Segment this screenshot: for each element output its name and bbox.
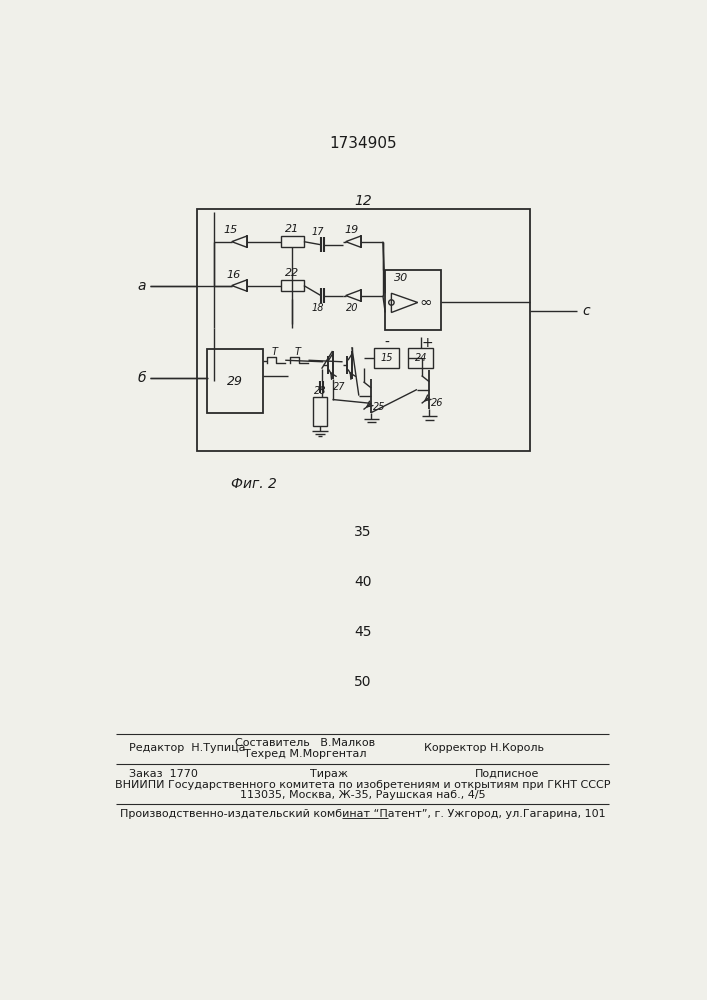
Text: 28: 28 — [314, 386, 327, 396]
Text: Корректор Н.Король: Корректор Н.Король — [423, 743, 544, 753]
Text: 26: 26 — [431, 398, 443, 408]
Text: Фиг. 2: Фиг. 2 — [230, 477, 276, 491]
Bar — [374, 348, 399, 368]
Text: 12: 12 — [355, 194, 373, 208]
Text: Составитель   В.Малков: Составитель В.Малков — [235, 738, 375, 748]
Text: 113035, Москва, Ж-35, Раушская наб., 4/5: 113035, Москва, Ж-35, Раушская наб., 4/5 — [240, 790, 486, 800]
Text: T: T — [295, 347, 300, 357]
Text: 17: 17 — [312, 227, 324, 237]
Text: 30: 30 — [394, 273, 408, 283]
Bar — [409, 348, 433, 368]
Bar — [197, 209, 530, 451]
Text: 29: 29 — [227, 375, 243, 388]
Text: Заказ  1770: Заказ 1770 — [129, 769, 199, 779]
Text: 15: 15 — [223, 225, 238, 235]
Text: 40: 40 — [354, 575, 371, 589]
Text: Производственно-издательский комбинат “Патент”, г. Ужгород, ул.Гагарина, 101: Производственно-издательский комбинат “П… — [120, 809, 605, 819]
Bar — [385, 270, 441, 330]
Text: 15: 15 — [380, 353, 393, 363]
Text: 35: 35 — [354, 525, 371, 539]
Text: 25: 25 — [373, 402, 385, 412]
Text: а: а — [137, 279, 146, 293]
Text: 22: 22 — [285, 268, 299, 278]
Text: 50: 50 — [354, 675, 371, 689]
Bar — [207, 349, 263, 413]
Text: 19: 19 — [345, 225, 359, 235]
Text: -: - — [385, 336, 389, 350]
Text: б: б — [137, 371, 146, 385]
Bar — [313, 397, 327, 426]
Text: 18: 18 — [312, 303, 324, 313]
Text: 1734905: 1734905 — [329, 136, 397, 151]
Text: T: T — [271, 347, 277, 357]
Text: с: с — [582, 304, 590, 318]
Text: Подписное: Подписное — [474, 769, 539, 779]
Text: 24: 24 — [414, 353, 427, 363]
Text: Тираж: Тираж — [310, 769, 348, 779]
Text: ∞: ∞ — [419, 295, 432, 310]
Text: Редактор  Н.Тупица: Редактор Н.Тупица — [129, 743, 246, 753]
Text: 27: 27 — [332, 382, 345, 392]
Bar — [281, 236, 304, 247]
Text: +: + — [421, 336, 433, 350]
Text: 20: 20 — [346, 303, 358, 313]
Text: Техред М.Моргентал: Техред М.Моргентал — [244, 749, 367, 759]
Text: ВНИИПИ Государственного комитета по изобретениям и открытиям при ГКНТ СССР: ВНИИПИ Государственного комитета по изоб… — [115, 780, 610, 790]
Text: 16: 16 — [226, 270, 240, 280]
Text: 45: 45 — [354, 625, 371, 639]
Bar — [281, 280, 304, 291]
Text: 21: 21 — [285, 224, 299, 234]
